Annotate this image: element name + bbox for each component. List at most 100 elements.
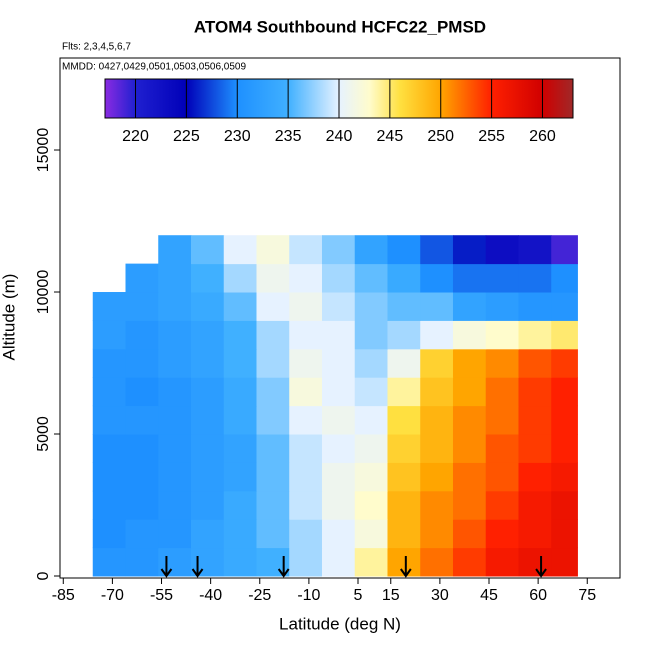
heat-cell: [223, 405, 257, 435]
heat-cell: [321, 405, 356, 435]
heat-cell: [125, 348, 159, 378]
x-tick-label: -85: [52, 587, 75, 604]
heat-cell: [387, 377, 421, 407]
plot-frame: [59, 57, 621, 579]
heat-cell: [256, 547, 290, 577]
heat-cell: [223, 377, 257, 407]
heat-cell: [321, 348, 356, 378]
heat-cell: [92, 519, 126, 549]
heat-cell: [190, 434, 225, 463]
heat-cell: [518, 348, 552, 378]
heat-cell: [387, 235, 421, 265]
colorbar-tick-label: 235: [275, 128, 302, 145]
colorbar-tick-label: 260: [529, 128, 556, 145]
heat-cell: [190, 519, 225, 549]
heat-cell: [125, 320, 159, 350]
heat-cell: [190, 292, 225, 321]
heat-cell: [387, 292, 421, 321]
heat-cell: [387, 519, 421, 549]
heat-cell: [190, 320, 225, 350]
heat-cell: [289, 519, 323, 549]
heat-cell: [518, 519, 552, 549]
heat-cell: [551, 405, 578, 435]
heat-cell: [551, 235, 578, 265]
heat-cell: [289, 434, 323, 463]
heat-cell: [354, 320, 388, 350]
heat-cell: [354, 405, 388, 435]
heat-cell: [485, 462, 519, 492]
heat-cell: [125, 462, 159, 492]
heat-cell: [125, 405, 159, 435]
y-tick-label: 5000: [35, 416, 52, 452]
heat-cell: [387, 490, 421, 520]
heat-cell: [518, 320, 552, 350]
heat-cell: [551, 519, 578, 549]
heat-cell: [518, 462, 552, 492]
heat-cell: [223, 235, 257, 265]
heat-cell: [420, 235, 454, 265]
heat-cell: [387, 348, 421, 378]
arrow: [400, 556, 412, 578]
heat-cell: [158, 348, 192, 378]
heat-cell: [125, 377, 159, 407]
arrow: [191, 556, 204, 578]
heat-cell: [518, 263, 552, 293]
annotation: MMDD: 0427,0429,0501,0503,0506,0509: [62, 62, 246, 73]
heat-cell: [420, 490, 454, 520]
heat-cell: [190, 405, 225, 435]
annotation: Flts: 2,3,4,5,6,7: [62, 42, 131, 53]
heat-cell: [256, 263, 290, 293]
heat-cell: [223, 263, 257, 293]
x-tick-label: 60: [529, 587, 547, 604]
heat-cell: [256, 490, 290, 520]
heat-cell: [387, 405, 421, 435]
heat-cell: [321, 292, 356, 321]
heat-cell: [354, 519, 388, 549]
heat-cell: [289, 292, 323, 321]
heat-cell: [551, 462, 578, 492]
heat-cell: [321, 519, 356, 549]
heat-cell: [387, 462, 421, 492]
heat-cell: [256, 462, 290, 492]
heat-cell: [551, 348, 578, 378]
heat-cell: [256, 235, 290, 265]
heat-cell: [452, 263, 487, 293]
heat-cell: [551, 292, 578, 321]
x-tick-label: -40: [199, 587, 222, 604]
heat-cell: [485, 405, 519, 435]
heat-cell: [452, 348, 487, 378]
heat-cell: [354, 377, 388, 407]
heat-cell: [289, 348, 323, 378]
heat-cell: [485, 490, 519, 520]
heat-cell: [256, 348, 290, 378]
heat-cell: [420, 348, 454, 378]
heat-cell: [518, 235, 552, 265]
heat-cell: [551, 377, 578, 407]
heat-cell: [223, 320, 257, 350]
heat-cell: [354, 434, 388, 463]
x-tick-label: -25: [248, 587, 271, 604]
colorbar-tick-label: 230: [224, 128, 251, 145]
heat-cell: [92, 348, 126, 378]
heat-cell: [551, 547, 578, 577]
heat-cell: [452, 405, 487, 435]
heat-cell: [223, 292, 257, 321]
heat-cell: [354, 490, 388, 520]
heat-cell: [452, 490, 487, 520]
y-tick-label: 0: [35, 571, 52, 580]
heat-cell: [452, 462, 487, 492]
x-tick-label: -55: [150, 587, 173, 604]
heat-cell: [420, 547, 454, 577]
heat-cell: [518, 547, 552, 577]
heat-cell: [158, 405, 192, 435]
heat-cell: [158, 292, 192, 321]
heat-cell: [420, 519, 454, 549]
heat-cell: [354, 547, 388, 577]
heat-cell: [158, 377, 192, 407]
heat-cell: [289, 405, 323, 435]
heat-cell: [125, 519, 159, 549]
arrow: [277, 556, 290, 578]
heat-cell: [452, 292, 487, 321]
heat-cell: [256, 519, 290, 549]
x-tick-label: 15: [382, 587, 400, 604]
